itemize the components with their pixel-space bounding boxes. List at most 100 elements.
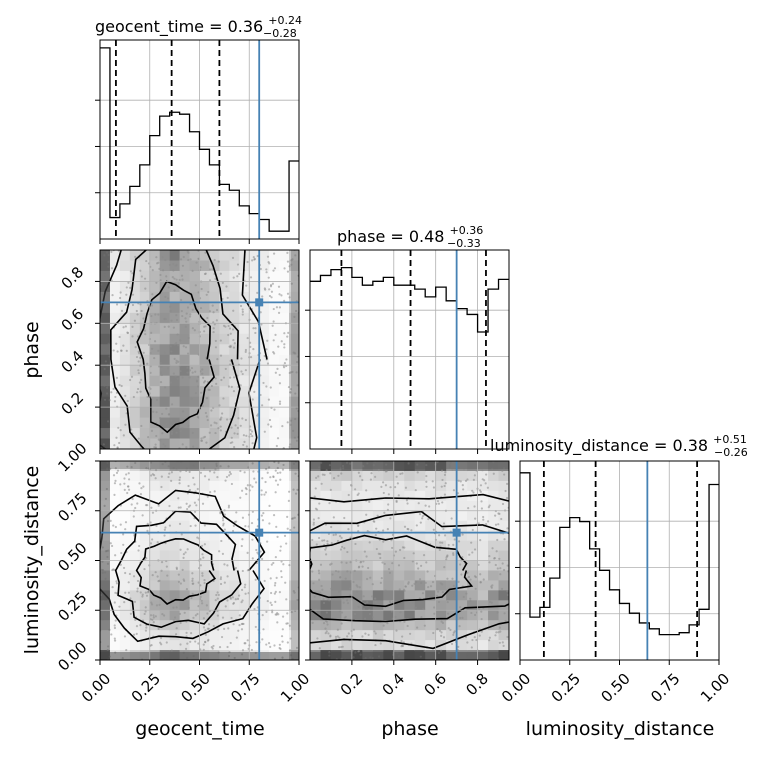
density-cell xyxy=(259,365,270,377)
density-cell xyxy=(219,323,230,335)
density-cell xyxy=(169,640,181,651)
scatter-point xyxy=(270,290,274,293)
density-cell xyxy=(456,461,468,472)
density-cell xyxy=(488,540,500,552)
scatter-point xyxy=(139,356,142,359)
scatter-point xyxy=(136,335,140,338)
scatter-point xyxy=(232,602,235,605)
density-cell xyxy=(219,333,230,345)
density-cell xyxy=(289,490,299,502)
scatter-point xyxy=(141,514,144,517)
density-cell xyxy=(219,354,230,366)
density-cell xyxy=(149,250,161,261)
scatter-point xyxy=(181,426,184,430)
density-cell xyxy=(425,520,437,532)
scatter-point xyxy=(191,592,194,595)
scatter-point xyxy=(506,564,509,567)
scatter-point xyxy=(113,624,116,627)
scatter-point xyxy=(194,640,197,643)
scatter-point xyxy=(224,479,227,482)
scatter-point xyxy=(357,530,360,533)
density-cell xyxy=(498,630,509,641)
scatter-point xyxy=(212,327,215,330)
scatter-point xyxy=(191,269,194,272)
scatter-point xyxy=(506,590,509,593)
density-cell xyxy=(169,461,181,472)
density-cell xyxy=(279,461,290,472)
scatter-point xyxy=(127,478,131,481)
density-cell xyxy=(179,540,191,552)
title-geocent-time: geocent_time = 0.36 +0.24 xyxy=(95,14,302,37)
density-cell xyxy=(199,580,210,591)
scatter-point xyxy=(234,424,237,427)
density-cell xyxy=(100,480,111,492)
density-cell xyxy=(289,570,299,581)
scatter-point xyxy=(235,511,238,514)
scatter-point xyxy=(181,568,184,571)
density-cell xyxy=(119,530,131,542)
scatter-point xyxy=(154,477,157,480)
scatter-point xyxy=(172,606,175,609)
scatter-point xyxy=(202,556,205,559)
scatter-point xyxy=(502,466,506,470)
scatter-point xyxy=(244,350,247,353)
density-cell xyxy=(269,428,280,440)
density-cell xyxy=(100,333,111,345)
density-cell xyxy=(159,396,171,408)
scatter-point xyxy=(128,572,131,576)
scatter-point xyxy=(451,594,454,597)
scatter-point xyxy=(122,434,125,437)
scatter-point xyxy=(266,471,269,474)
scatter-point xyxy=(481,469,484,472)
scatter-point xyxy=(500,517,503,521)
density-cell xyxy=(310,550,321,561)
scatter-point xyxy=(205,293,208,296)
scatter-point xyxy=(175,567,179,571)
scatter-point xyxy=(471,489,474,492)
density-cell xyxy=(219,580,230,591)
scatter-point xyxy=(473,474,476,477)
scatter-point xyxy=(318,572,321,575)
scatter-point xyxy=(124,591,127,594)
scatter-point xyxy=(149,542,153,545)
scatter-point xyxy=(136,590,139,593)
contour-line xyxy=(109,250,241,449)
scatter-point xyxy=(255,548,258,552)
density-cell xyxy=(149,610,161,621)
scatter-point xyxy=(295,439,299,442)
scatter-point xyxy=(398,588,401,591)
density-cell xyxy=(435,580,447,591)
scatter-point xyxy=(276,367,279,371)
scatter-point xyxy=(420,616,423,619)
density-cell xyxy=(199,365,210,377)
scatter-point xyxy=(227,465,230,468)
scatter-point xyxy=(229,332,232,335)
scatter-point xyxy=(130,428,133,431)
scatter-point xyxy=(336,628,339,631)
density-cell xyxy=(209,570,220,581)
scatter-point xyxy=(493,557,496,560)
density-cell xyxy=(330,520,342,532)
scatter-point xyxy=(119,296,122,300)
scatter-point xyxy=(245,434,248,437)
scatter-point xyxy=(132,633,136,636)
scatter-point xyxy=(441,621,445,625)
scatter-point xyxy=(206,495,209,498)
scatter-point xyxy=(340,645,343,649)
title-phase-lower: −0.33 xyxy=(447,237,481,250)
density-cell xyxy=(209,312,220,324)
scatter-point xyxy=(136,313,139,316)
scatter-point xyxy=(384,484,388,487)
scatter-point xyxy=(272,475,275,479)
scatter-point xyxy=(480,610,483,613)
density-cell xyxy=(159,630,171,641)
scatter-point xyxy=(202,648,205,651)
density-cell xyxy=(149,323,161,335)
density-cell xyxy=(249,407,260,419)
scatter-point xyxy=(270,563,273,566)
density-cell xyxy=(488,500,500,512)
scatter-point xyxy=(114,525,117,529)
density-cell xyxy=(320,461,332,472)
scatter-point xyxy=(100,283,103,286)
density-cell xyxy=(446,640,458,651)
